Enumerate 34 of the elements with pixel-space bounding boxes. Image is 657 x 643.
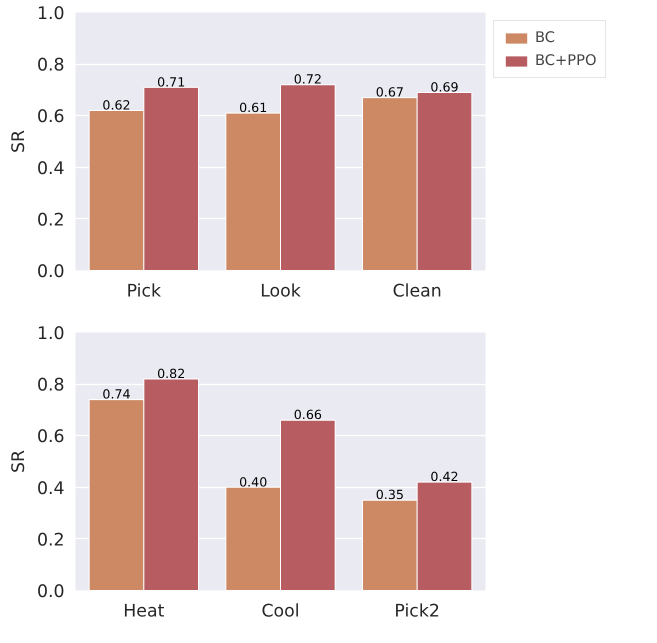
x-tick-label: Clean — [392, 282, 442, 302]
x-tick-label: Heat — [123, 602, 165, 622]
legend-label: BC+PPO — [535, 52, 597, 69]
data-label: 0.66 — [294, 407, 322, 422]
y-tick-label: 0.4 — [36, 158, 65, 179]
data-label: 0.67 — [376, 84, 404, 100]
y-tick-label: 0.4 — [36, 478, 65, 499]
x-tick-label: Pick — [126, 282, 162, 302]
legend-label: BC — [535, 29, 556, 46]
y-tick-label: 0.2 — [36, 530, 65, 550]
data-label: 0.61 — [239, 100, 268, 116]
y-tick-label: 0.6 — [36, 107, 65, 128]
x-tick-label: Cool — [261, 602, 300, 622]
data-label: 0.71 — [157, 74, 186, 90]
y-tick-label: 0.0 — [36, 262, 65, 282]
x-tick-label: Look — [260, 282, 301, 302]
y-tick-label: 0.2 — [36, 210, 65, 230]
data-label: 0.42 — [430, 469, 459, 484]
data-label: 0.35 — [376, 487, 404, 502]
y-tick-label: 0.6 — [36, 427, 65, 448]
data-label: 0.40 — [239, 474, 268, 490]
y-axis-title: SR — [8, 130, 29, 154]
data-label: 0.62 — [102, 98, 131, 113]
data-label: 0.82 — [157, 366, 186, 381]
x-tick-label: Pick2 — [394, 602, 440, 622]
y-axis-title: SR — [8, 450, 29, 474]
y-tick-label: 1.0 — [36, 324, 65, 344]
y-tick-label: 0.8 — [36, 56, 65, 76]
data-label: 0.69 — [430, 79, 459, 94]
y-tick-label: 0.8 — [36, 376, 65, 396]
data-label: 0.72 — [294, 72, 322, 87]
y-tick-label: 0.0 — [36, 582, 65, 602]
data-label: 0.74 — [102, 386, 131, 402]
y-tick-label: 1.0 — [36, 4, 65, 24]
